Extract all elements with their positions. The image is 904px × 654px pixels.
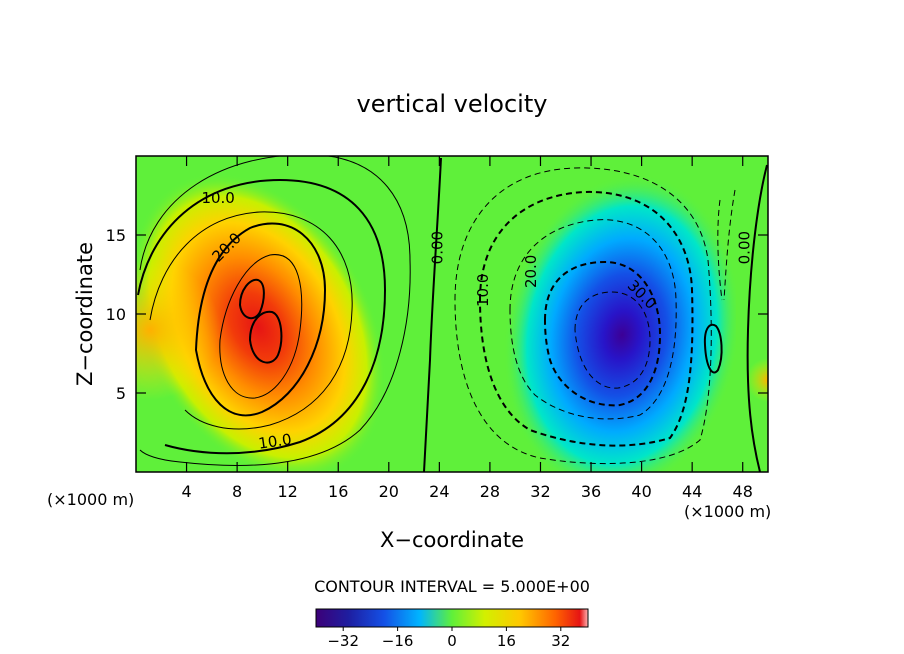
positive-contours bbox=[137, 156, 411, 466]
colorbar-tick-label: −32 bbox=[327, 632, 359, 650]
y-tick-label: 5 bbox=[116, 384, 126, 403]
x-tick-label: 20 bbox=[379, 482, 399, 501]
x-tick-label: 44 bbox=[682, 482, 702, 501]
chart-title: vertical velocity bbox=[357, 90, 548, 118]
contour-label: 10.0 bbox=[201, 189, 234, 207]
contour-label: 0.00 bbox=[736, 231, 754, 264]
colorbar-tick-label: 16 bbox=[497, 632, 516, 650]
contour-label: 10.0 bbox=[257, 430, 293, 452]
contour-interval: CONTOUR INTERVAL = 5.000E+00 bbox=[314, 577, 590, 596]
downdraft-shading bbox=[436, 156, 736, 472]
y-tick-label: 10 bbox=[106, 305, 126, 324]
x-tick-label: 8 bbox=[232, 482, 242, 501]
contour-label: 0.00 bbox=[429, 231, 447, 264]
colorbar-ticks: −32 −16 0 16 32 bbox=[327, 627, 570, 650]
colorbar: −32 −16 0 16 32 bbox=[315, 608, 589, 650]
x-tick-label: 48 bbox=[733, 482, 753, 501]
contour-label: 20.0 bbox=[522, 255, 540, 288]
x-unit-right: (×1000 m) bbox=[684, 502, 771, 521]
x-tick-label: 32 bbox=[530, 482, 550, 501]
colorbar-tick-label: 32 bbox=[551, 632, 570, 650]
zero-contours bbox=[423, 157, 768, 472]
x-axis: 4 8 12 16 20 24 28 32 36 40 44 48 bbox=[181, 156, 753, 501]
contour-label: 10.0 bbox=[474, 274, 492, 307]
colorbar-gradient bbox=[315, 608, 589, 628]
x-tick-label: 4 bbox=[181, 482, 191, 501]
right-edge-shading bbox=[740, 300, 768, 450]
x-tick-label: 24 bbox=[429, 482, 449, 501]
y-tick-label: 15 bbox=[106, 226, 126, 245]
x-tick-label: 12 bbox=[278, 482, 298, 501]
x-tick-label: 28 bbox=[480, 482, 500, 501]
colorbar-tick-label: 0 bbox=[447, 632, 457, 650]
negative-contours bbox=[454, 167, 736, 465]
y-axis-label: Z−coordinate bbox=[73, 242, 97, 386]
x-tick-label: 16 bbox=[328, 482, 348, 501]
x-tick-label: 40 bbox=[631, 482, 651, 501]
x-unit-left: (×1000 m) bbox=[47, 490, 134, 509]
left-edge-shading bbox=[136, 156, 256, 472]
x-axis-label: X−coordinate bbox=[380, 528, 524, 552]
y-axis: 5 10 15 bbox=[106, 226, 768, 403]
colorbar-tick-label: −16 bbox=[382, 632, 414, 650]
x-tick-label: 36 bbox=[581, 482, 601, 501]
